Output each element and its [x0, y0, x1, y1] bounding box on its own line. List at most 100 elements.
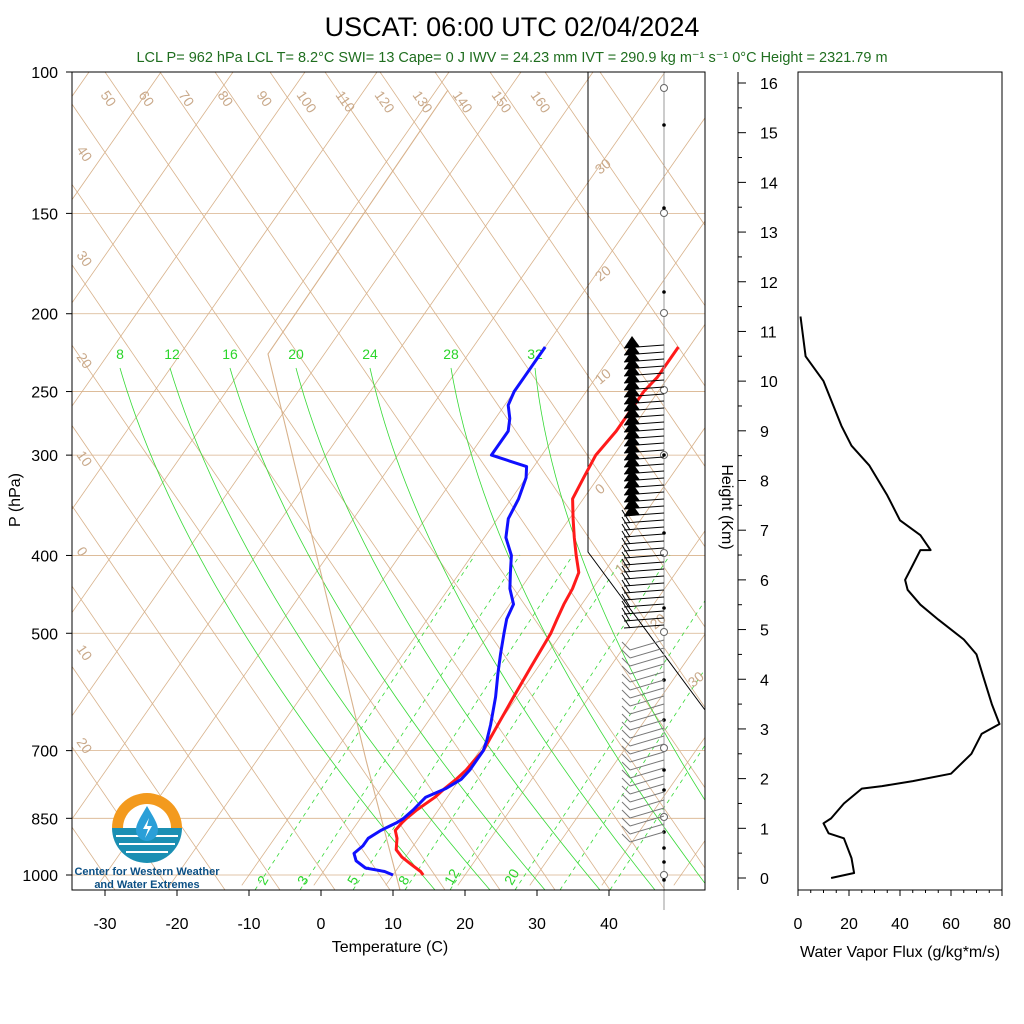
calm-circle [660, 744, 668, 752]
wind-barb-feather [621, 551, 631, 566]
wind-barb-line [623, 575, 665, 580]
wind-barb-line [623, 526, 665, 531]
level-dot [662, 290, 666, 294]
wind-barb-feather [621, 558, 631, 573]
wind-barb-flag [624, 434, 640, 446]
wind-barb-line [629, 735, 665, 747]
x-tick-label: 0 [317, 916, 326, 933]
stability-boundary-line [587, 72, 706, 890]
wind-barb-feather [621, 657, 631, 667]
logo-text-line1: Center for Western Weather [74, 866, 220, 878]
temperature-series-line [393, 346, 680, 876]
height-tick-label: 3 [760, 722, 769, 739]
mixing-ratio-line [514, 599, 705, 890]
x-tick-label: 10 [384, 916, 402, 933]
level-dot [662, 606, 666, 610]
wind-barb-line [629, 783, 665, 795]
wind-barb-line [629, 679, 665, 691]
mixing-ratio-bottom-label: 12 [441, 866, 463, 888]
wind-barb-feather [621, 801, 631, 811]
isotherm-line [72, 72, 234, 304]
y-tick-label: 200 [31, 307, 58, 324]
wind-barb-flag [624, 336, 640, 348]
height-tick-label: 1 [760, 821, 769, 838]
dewpoint-series-line [352, 346, 547, 877]
mixing-ratio-top-label: 16 [222, 346, 238, 362]
mixing-ratio-top-label: 12 [164, 346, 180, 362]
adiabat-line [434, 72, 705, 468]
wind-barb-flag [624, 497, 640, 509]
cw3e-logo: Center for Western Weather and Water Ext… [74, 793, 220, 891]
wind-barb-feather [621, 825, 631, 835]
wind-barb-flag [624, 350, 640, 362]
isotherm-line [529, 633, 705, 886]
level-dot [662, 768, 666, 772]
adiabat-line [72, 344, 446, 890]
isotherm-top-label: 80 [215, 88, 237, 110]
wind-barb-line [629, 703, 665, 715]
mixing-ratio-line [352, 554, 574, 890]
wind-barb-flag [624, 441, 640, 453]
wind-barb-feather [621, 572, 631, 587]
wind-barb-feather [621, 665, 631, 675]
height-tick-label: 6 [760, 573, 769, 590]
wind-barb-feather [621, 777, 631, 787]
adiabat-line [0, 72, 5, 890]
calm-circle [660, 871, 668, 879]
mixing-ratio-top-label: 20 [288, 346, 304, 362]
adiabat-line [599, 72, 705, 227]
wind-barb-feather [621, 753, 631, 763]
chart-title: USCAT: 06:00 UTC 02/04/2024 [325, 12, 700, 42]
level-dot [662, 860, 666, 864]
wind-barb-feather [621, 649, 631, 659]
wind-barb-line [629, 807, 665, 819]
moist-adiabat-line [450, 367, 705, 884]
wind-barb-feather [621, 833, 631, 843]
y-tick-label: 850 [31, 811, 58, 828]
wind-barb-line [623, 561, 665, 566]
wind-barb-line [629, 831, 665, 843]
adiabat-line [489, 72, 705, 387]
wind-barb-line [629, 799, 665, 811]
isotherm-right-label: 20 [592, 262, 614, 284]
wind-barb-flag [624, 343, 640, 355]
wind-barb-feather [621, 614, 631, 629]
x-tick-label: 40 [600, 916, 618, 933]
skewt-series [352, 346, 680, 877]
calm-circle [660, 209, 668, 217]
y-tick-label: 400 [31, 548, 58, 565]
wind-barb-line [623, 568, 665, 573]
level-dot [662, 453, 666, 457]
water-vapor-flux-line [799, 316, 1001, 879]
height-tick-label: 14 [760, 175, 778, 192]
isotherm-line [72, 72, 306, 407]
wind-barb-line [629, 775, 665, 787]
wind-barb-feather [621, 705, 631, 715]
skewt-panel: 50 60 70 80 90 100 110 120 130 140 150 160403020100… [0, 65, 707, 956]
calm-circle [660, 84, 668, 92]
wind-barb-feather [621, 761, 631, 771]
isotherm-top-label: 120 [372, 88, 399, 116]
wind-barb-line [623, 610, 665, 615]
mixing-ratio-line [404, 554, 626, 890]
wind-barb-line [629, 711, 665, 723]
wind-barb-flag [624, 427, 640, 439]
flux-x-tick-label: 20 [840, 916, 858, 933]
wind-barb-line [629, 655, 665, 667]
height-tick-label: 2 [760, 772, 769, 789]
wind-barb-feather [621, 817, 631, 827]
height-tick-label: 11 [760, 324, 777, 341]
wind-barb-flag [624, 399, 640, 411]
wind-barb-feather [621, 809, 631, 819]
isotherm-line [72, 72, 162, 201]
wind-barb-line [623, 596, 665, 601]
y-tick-label: 250 [31, 385, 58, 402]
calm-circle [660, 628, 668, 636]
x-tick-label: 30 [528, 916, 546, 933]
wind-barb-flag [624, 476, 640, 488]
isotherm-line [169, 117, 705, 886]
height-tick-label: 9 [760, 424, 769, 441]
isotherm-line [72, 72, 594, 820]
moist-adiabat-line [169, 367, 491, 890]
flux-x-tick-label: 60 [942, 916, 960, 933]
